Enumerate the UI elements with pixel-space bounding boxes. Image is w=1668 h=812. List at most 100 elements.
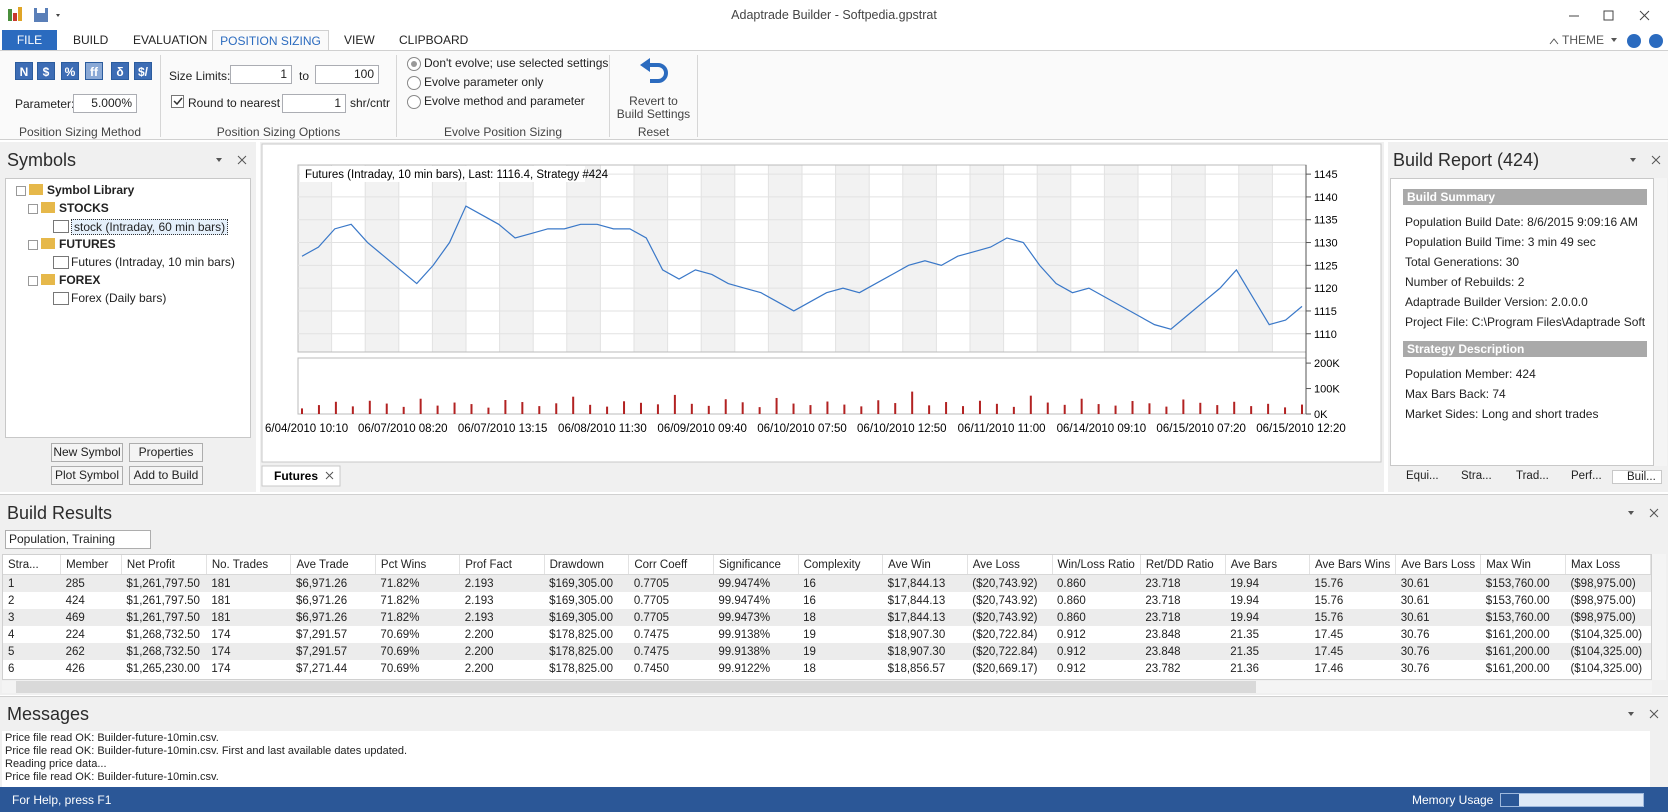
result-row[interactable]: 6 426 $1,265,230.00 174 $7,271.44 70.69% 2.200… xyxy=(3,660,1651,677)
result-cell: 18 xyxy=(803,662,816,675)
section-header: Strategy Description xyxy=(1403,341,1647,357)
button[interactable]: Add to Build xyxy=(129,466,203,485)
expander[interactable] xyxy=(28,276,38,286)
tree-item[interactable]: Forex (Daily bars) xyxy=(71,291,167,305)
result-row[interactable]: 2 424 $1,261,797.50 181 $6,971.26 71.82% 2.193… xyxy=(3,592,1651,609)
button-label[interactable]: Build Settings xyxy=(616,107,691,121)
chart-tab-label[interactable]: Futures xyxy=(274,469,318,483)
tree-item[interactable]: Futures (Intraday, 10 min bars) xyxy=(71,255,235,269)
tree-item[interactable]: Symbol Library xyxy=(47,183,135,197)
expander[interactable] xyxy=(28,204,38,214)
column-header[interactable]: Ave Bars xyxy=(1225,555,1311,575)
column-header[interactable]: Ave Trade xyxy=(290,555,376,575)
result-cell: 30.76 xyxy=(1400,662,1430,675)
chart-tab[interactable] xyxy=(261,465,341,487)
button[interactable]: New Symbol xyxy=(51,443,123,462)
method-button[interactable]: $/ xyxy=(134,62,152,80)
parameter-input[interactable]: 5.000% xyxy=(73,94,137,113)
revert-icon[interactable] xyxy=(638,57,670,87)
method-button[interactable]: % xyxy=(61,62,79,80)
column-header[interactable]: Significance xyxy=(713,555,799,575)
report-tab[interactable]: Buil... xyxy=(1612,470,1662,484)
tab[interactable]: VIEW xyxy=(344,33,375,47)
result-cell: 16 xyxy=(803,594,816,607)
tab[interactable]: BUILD xyxy=(73,33,109,47)
radio[interactable] xyxy=(407,95,421,109)
radio-label: Evolve parameter only xyxy=(424,75,544,89)
column-header[interactable]: Ave Bars Loss xyxy=(1395,555,1482,575)
method-button[interactable]: ff xyxy=(85,62,103,80)
result-cell: $1,265,230.00 xyxy=(126,662,200,675)
button-label[interactable]: Revert to xyxy=(629,94,678,108)
result-cell: ($20,669.17) xyxy=(972,662,1038,675)
tab-active[interactable]: POSITION SIZING xyxy=(212,30,329,51)
expander[interactable] xyxy=(16,186,26,196)
volume-tick-label: 200K xyxy=(1314,358,1340,370)
column-header[interactable]: Pct Wins xyxy=(375,555,461,575)
scrollbar[interactable] xyxy=(2,681,1652,693)
maximize[interactable] xyxy=(1603,10,1614,21)
volume-bar xyxy=(572,396,575,414)
panel-title: Build Report (424) xyxy=(1393,150,1540,170)
expander[interactable] xyxy=(28,240,38,250)
report-tab[interactable]: Stra... xyxy=(1461,470,1492,482)
column-header[interactable]: Max Win xyxy=(1480,555,1566,575)
volume-bar xyxy=(419,398,422,414)
column-header[interactable]: No. Trades xyxy=(206,555,292,575)
theme-menu[interactable]: THEME xyxy=(1562,33,1604,47)
tab[interactable]: CLIPBOARD xyxy=(399,33,469,47)
report-tab[interactable]: Perf... xyxy=(1571,470,1602,482)
tree-item[interactable]: FOREX xyxy=(59,273,101,287)
separator xyxy=(160,55,161,137)
report-tab[interactable]: Equi... xyxy=(1406,470,1439,482)
radio-dot xyxy=(411,61,417,67)
tab-file[interactable]: FILE xyxy=(2,30,57,50)
column-header[interactable]: Drawdown xyxy=(544,555,630,575)
result-row[interactable]: 3 469 $1,261,797.50 181 $6,971.26 71.82% 2.193… xyxy=(3,609,1651,626)
tree-item[interactable]: stock (Intraday, 60 min bars) xyxy=(71,219,229,235)
scrollbar[interactable] xyxy=(1652,554,1666,680)
result-row[interactable]: 4 224 $1,268,732.50 174 $7,291.57 70.69% 2.200… xyxy=(3,626,1651,643)
volume-bar xyxy=(1233,401,1236,414)
volume-bar xyxy=(1080,398,1083,414)
result-row[interactable]: 1 285 $1,261,797.50 181 $6,971.26 71.82% 2.193… xyxy=(3,574,1651,592)
result-row[interactable]: 5 262 $1,268,732.50 174 $7,291.57 70.69% 2.200… xyxy=(3,643,1651,660)
column-header[interactable]: Net Profit xyxy=(121,555,207,575)
checkbox[interactable] xyxy=(171,95,185,109)
radio[interactable] xyxy=(407,76,421,90)
method-button[interactable]: N xyxy=(15,62,33,80)
tab[interactable]: EVALUATION xyxy=(133,33,208,47)
column-header[interactable]: Member xyxy=(60,555,122,575)
min-input[interactable]: 1 xyxy=(230,65,292,84)
column-header[interactable]: Prof Fact xyxy=(459,555,545,575)
column-header[interactable]: Ave Bars Wins xyxy=(1309,555,1397,575)
column-header[interactable]: Ave Win xyxy=(882,555,968,575)
tree-item[interactable]: FUTURES xyxy=(59,237,116,251)
result-cell: 262 xyxy=(60,643,122,660)
result-cell: 21.35 xyxy=(1230,628,1259,641)
column-header[interactable]: Corr Coeff xyxy=(628,555,714,575)
column-header[interactable]: Win/Loss Ratio xyxy=(1052,555,1141,575)
column-header[interactable]: Max Loss xyxy=(1565,555,1651,575)
close[interactable] xyxy=(1639,10,1650,21)
result-cell: 2.193 xyxy=(459,609,545,626)
result-selector[interactable]: Population, Training xyxy=(5,530,151,549)
button[interactable]: Plot Symbol xyxy=(51,466,123,485)
max-input[interactable]: 100 xyxy=(315,65,379,84)
price-line xyxy=(301,205,1303,330)
method-button[interactable]: δ xyxy=(111,62,129,80)
report-tab[interactable]: Trad... xyxy=(1516,470,1549,482)
radio[interactable] xyxy=(407,57,421,71)
round-input[interactable]: 1 xyxy=(282,94,346,113)
scrollbar[interactable] xyxy=(1654,178,1667,466)
column-header[interactable]: Ret/DD Ratio xyxy=(1140,555,1226,575)
method-button[interactable]: $ xyxy=(37,62,55,80)
tree-item[interactable]: STOCKS xyxy=(59,201,109,215)
column-header[interactable]: Stra... xyxy=(3,555,62,575)
plot-shade xyxy=(1104,165,1138,352)
tab-close[interactable] xyxy=(325,471,334,480)
column-header[interactable]: Ave Loss xyxy=(967,555,1053,575)
column-header[interactable]: Complexity xyxy=(798,555,884,575)
result-cell: 70.69% xyxy=(380,662,420,675)
button[interactable]: Properties xyxy=(129,443,203,462)
